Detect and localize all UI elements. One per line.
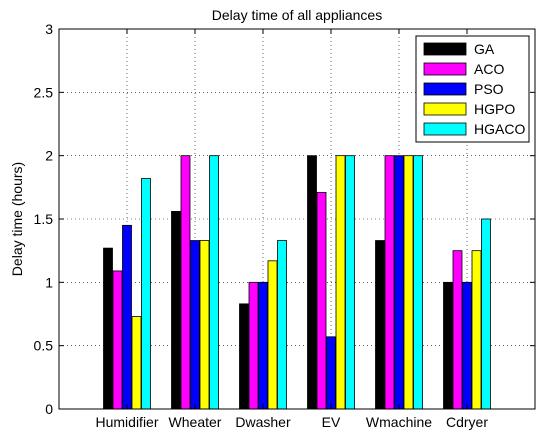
bar-aco-cdryer bbox=[452, 250, 463, 410]
legend-label-aco: ACO bbox=[474, 61, 504, 77]
bar-hgaco-wheater bbox=[209, 155, 219, 410]
bar-aco-wheater bbox=[180, 155, 191, 410]
chart-title: Delay time of all appliances bbox=[212, 7, 382, 23]
bar-aco-dwasher bbox=[248, 281, 259, 410]
bar-hgaco-dwasher bbox=[277, 240, 287, 410]
legend-swatch-pso bbox=[423, 82, 467, 96]
y-tick-label: 0 bbox=[45, 401, 53, 417]
x-tick-label: Cdryer bbox=[446, 414, 488, 430]
y-tick-label: 3 bbox=[45, 21, 53, 37]
bar-hgpo-wmachine bbox=[403, 155, 414, 410]
axis-ticks: 0 0.5 1 1.5 2 2.5 3 Humidifier Wheater Dwasher EV W… bbox=[34, 21, 535, 430]
legend-label-pso: PSO bbox=[474, 81, 504, 97]
x-tick-label: Dwasher bbox=[235, 414, 291, 430]
bar-ga-wmachine bbox=[375, 240, 385, 410]
bar-hgpo-wheater bbox=[199, 240, 210, 410]
bar-pso-humidifier bbox=[122, 224, 132, 410]
y-tick-label: 2 bbox=[45, 148, 53, 164]
y-tick-label: 1 bbox=[45, 274, 53, 290]
bar-hgaco-cdryer bbox=[481, 218, 491, 410]
bar-hgaco-humidifier bbox=[141, 178, 151, 410]
legend: GA ACO PSO HGPO HGACO bbox=[415, 35, 530, 143]
x-tick-label: EV bbox=[322, 414, 341, 430]
legend-label-hgpo: HGPO bbox=[474, 101, 515, 117]
bar-pso-wheater bbox=[190, 240, 200, 410]
bar-hgpo-dwasher bbox=[267, 260, 278, 410]
bar-ga-dwasher bbox=[239, 303, 249, 410]
bar-pso-cdryer bbox=[462, 281, 472, 410]
bar-ga-ev bbox=[307, 155, 317, 410]
bar-ga-wheater bbox=[171, 210, 181, 410]
y-axis-label: Delay time (hours) bbox=[9, 162, 25, 276]
legend-swatch-aco bbox=[423, 62, 467, 76]
y-tick-label: 1.5 bbox=[34, 211, 54, 227]
bars bbox=[103, 155, 491, 410]
x-tick-label: Wheater bbox=[169, 414, 222, 430]
bar-pso-wmachine bbox=[394, 155, 404, 410]
x-tick-label: Humidifier bbox=[95, 414, 158, 430]
bar-ga-cdryer bbox=[443, 281, 453, 410]
bar-ga-humidifier bbox=[103, 247, 113, 410]
bar-hgaco-wmachine bbox=[413, 155, 423, 410]
bar-aco-humidifier bbox=[112, 270, 123, 410]
bar-aco-ev bbox=[316, 191, 327, 410]
bar-pso-ev bbox=[326, 336, 336, 410]
x-tick-label: Wmachine bbox=[366, 414, 432, 430]
legend-swatch-hgpo bbox=[423, 102, 467, 116]
legend-label-hgaco: HGACO bbox=[474, 121, 525, 137]
y-tick-label: 0.5 bbox=[34, 338, 54, 354]
bar-pso-dwasher bbox=[258, 281, 268, 410]
legend-label-ga: GA bbox=[474, 41, 495, 57]
bar-hgpo-ev bbox=[335, 155, 346, 410]
bar-hgaco-ev bbox=[345, 155, 355, 410]
bar-hgpo-humidifier bbox=[131, 316, 142, 410]
bar-hgpo-cdryer bbox=[471, 250, 482, 410]
legend-swatch-hgaco bbox=[423, 122, 467, 136]
y-tick-label: 2.5 bbox=[34, 84, 54, 100]
legend-swatch-ga bbox=[423, 42, 467, 56]
bar-aco-wmachine bbox=[384, 155, 395, 410]
